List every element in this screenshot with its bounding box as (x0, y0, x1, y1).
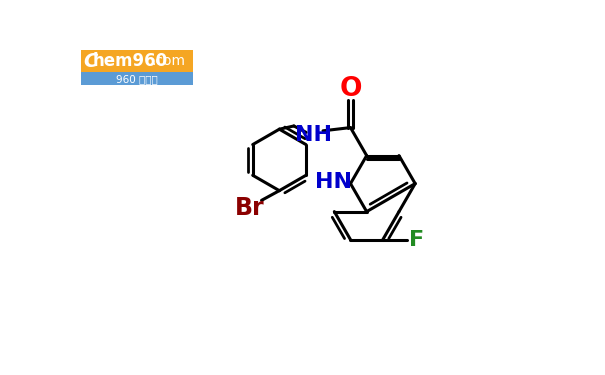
Text: O: O (339, 76, 362, 102)
Text: hem960: hem960 (93, 52, 168, 70)
Text: NH: NH (295, 126, 332, 146)
Text: F: F (409, 230, 424, 250)
FancyBboxPatch shape (81, 72, 192, 85)
Text: 960 化工网: 960 化工网 (116, 74, 157, 84)
Text: Br: Br (234, 196, 264, 220)
Text: C: C (83, 52, 97, 70)
FancyBboxPatch shape (81, 50, 192, 72)
Text: .com: .com (152, 54, 186, 68)
Text: HN: HN (315, 172, 352, 192)
